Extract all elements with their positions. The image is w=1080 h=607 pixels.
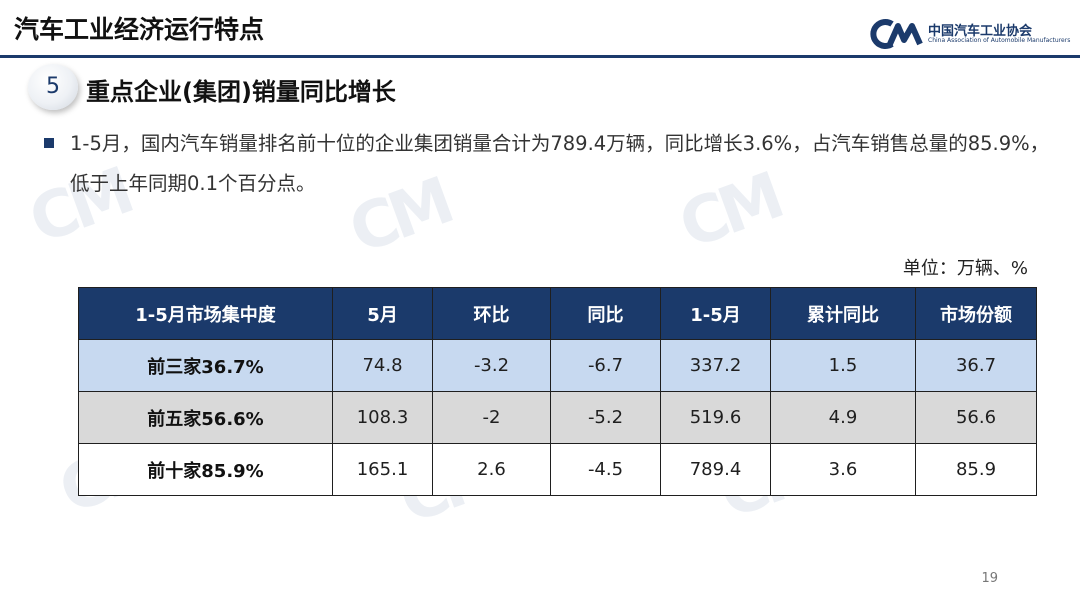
table-cell: 337.2 (660, 339, 771, 392)
table-cell: 1.5 (770, 339, 916, 392)
table-cell: 36.7 (915, 339, 1037, 392)
column-header: 同比 (550, 287, 661, 340)
column-header: 市场份额 (915, 287, 1037, 340)
section-heading: 5 重点企业(集团)销量同比增长 (28, 64, 448, 112)
row-label: 前三家36.7% (78, 339, 333, 392)
column-header: 环比 (432, 287, 551, 340)
summary-paragraph: 1-5月，国内汽车销量排名前十位的企业集团销量合计为789.4万辆，同比增长3.… (70, 132, 1050, 195)
table-header-row: 1-5月市场集中度 5月 环比 同比 1-5月 累计同比 市场份额 (78, 287, 1037, 340)
table-cell: -3.2 (432, 339, 551, 392)
table-cell: -2 (432, 391, 551, 444)
logo-chinese-name: 中国汽车工业协会 (928, 24, 1033, 39)
table-cell: 108.3 (332, 391, 433, 444)
table-cell: -4.5 (550, 443, 661, 496)
table-cell: -5.2 (550, 391, 661, 444)
table-cell: 519.6 (660, 391, 771, 444)
page-title: 汽车工业经济运行特点 (14, 15, 265, 44)
column-header: 5月 (332, 287, 433, 340)
row-label: 前十家85.9% (78, 443, 333, 496)
table-cell: 165.1 (332, 443, 433, 496)
concentration-table: 1-5月市场集中度 5月 环比 同比 1-5月 累计同比 市场份额 前三家36.… (78, 287, 1037, 496)
table-cell: 4.9 (770, 391, 916, 444)
page-number: 19 (981, 571, 998, 586)
column-header: 1-5月市场集中度 (78, 287, 333, 340)
association-logo: 中国汽车工业协会 China Association of Automobile… (870, 18, 1070, 50)
table-cell: -6.7 (550, 339, 661, 392)
table-cell: 3.6 (770, 443, 916, 496)
table-row: 前十家85.9% 165.1 2.6 -4.5 789.4 3.6 85.9 (78, 443, 1037, 496)
column-header: 1-5月 (660, 287, 771, 340)
table-row: 前三家36.7% 74.8 -3.2 -6.7 337.2 1.5 36.7 (78, 339, 1037, 392)
logo-english-name: China Association of Automobile Manufact… (928, 37, 1071, 44)
caam-logo-icon (870, 19, 923, 49)
section-number-badge: 5 (28, 64, 78, 110)
column-header: 累计同比 (770, 287, 916, 340)
table-cell: 74.8 (332, 339, 433, 392)
table-row: 前五家56.6% 108.3 -2 -5.2 519.6 4.9 56.6 (78, 391, 1037, 444)
table-cell: 789.4 (660, 443, 771, 496)
section-title: 重点企业(集团)销量同比增长 (86, 78, 396, 106)
table-cell: 56.6 (915, 391, 1037, 444)
table-cell: 85.9 (915, 443, 1037, 496)
unit-label: 单位：万辆、% (902, 258, 1028, 279)
row-label: 前五家56.6% (78, 391, 333, 444)
square-bullet-icon (44, 138, 54, 148)
header-divider (0, 55, 1080, 58)
table-cell: 2.6 (432, 443, 551, 496)
